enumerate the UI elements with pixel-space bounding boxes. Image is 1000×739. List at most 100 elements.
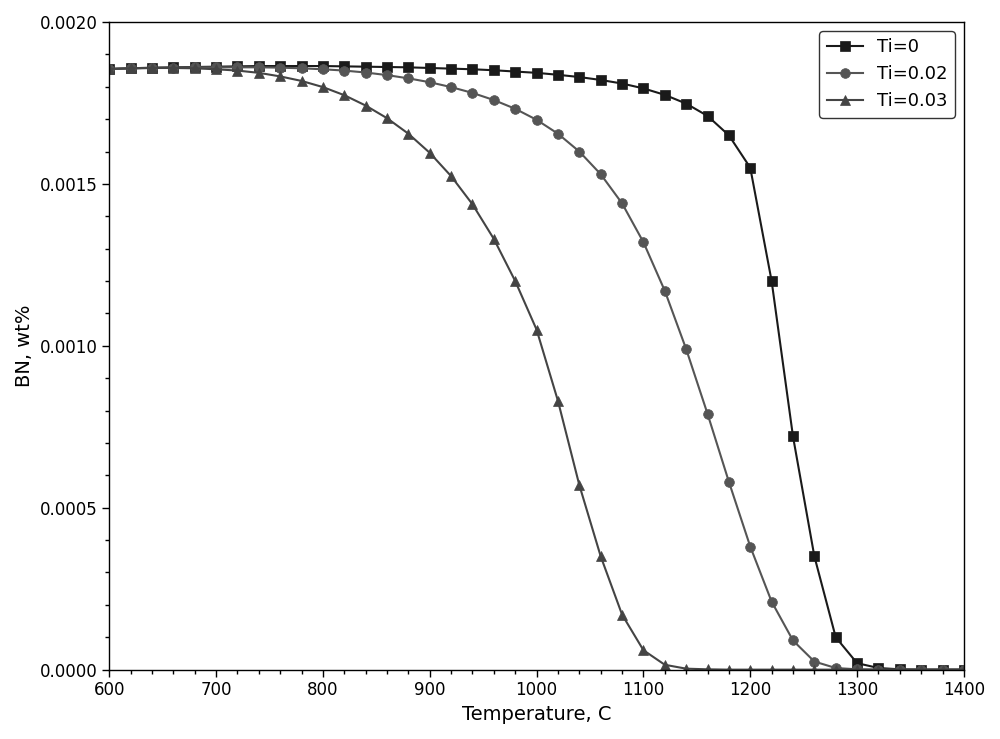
Ti=0.03 [937,665,949,674]
Ti=0.03 [253,69,265,78]
Ti=0.03 [595,552,607,561]
Ti=0.02 [766,597,778,606]
X-axis label: Temperature, C: Temperature, C [462,705,611,724]
Ti=0.03 [274,72,286,81]
Ti=0 [317,61,329,70]
Ti=0.02 [637,238,649,247]
Ti=0.02 [744,542,756,551]
Ti=0.03 [317,83,329,92]
Ti=0 [381,63,393,72]
Ti=0 [402,63,414,72]
Ti=0.02 [937,665,949,674]
Ti=0 [915,665,927,674]
Ti=0 [680,99,692,108]
Ti=0.03 [702,665,714,674]
Ti=0.03 [296,77,308,86]
Ti=0.02 [125,64,137,72]
Ti=0.02 [659,286,671,295]
Ti=0 [338,62,350,71]
Ti=0.03 [616,610,628,619]
Ti=0.03 [723,665,735,674]
Ti=0 [167,63,179,72]
Ti=0 [488,66,500,75]
Ti=0.03 [381,114,393,123]
Ti=0.02 [830,664,842,672]
Ti=0.03 [872,665,884,674]
Ti=0.03 [958,665,970,674]
Ti=0 [872,664,884,672]
Ti=0.02 [808,657,820,666]
Ti=0 [445,64,457,73]
Ti=0.03 [189,64,201,72]
Ti=0.02 [851,665,863,674]
Ti=0 [830,633,842,641]
Ti=0.03 [402,129,414,138]
Ti=0.03 [851,665,863,674]
Y-axis label: BN, wt%: BN, wt% [15,304,34,387]
Ti=0 [808,552,820,561]
Ti=0.02 [573,147,585,156]
Ti=0 [531,69,543,78]
Ti=0.02 [723,477,735,486]
Ti=0.03 [680,664,692,673]
Ti=0 [552,70,564,79]
Ti=0 [702,112,714,120]
Ti=0.03 [338,91,350,100]
Line: Ti=0: Ti=0 [104,61,969,675]
Ti=0 [210,62,222,71]
Ti=0.03 [488,234,500,243]
Ti=0.02 [424,78,436,86]
Ti=0.02 [595,170,607,179]
Line: Ti=0.03: Ti=0.03 [104,63,969,675]
Ti=0.03 [424,149,436,157]
Ti=0.03 [915,665,927,674]
Ti=0 [509,67,521,76]
Legend: Ti=0, Ti=0.02, Ti=0.03: Ti=0, Ti=0.02, Ti=0.03 [819,31,955,118]
Ti=0 [231,62,243,71]
Line: Ti=0.02: Ti=0.02 [104,63,969,675]
Ti=0.02 [146,64,158,72]
Ti=0 [189,63,201,72]
Ti=0.03 [445,171,457,180]
Ti=0 [766,276,778,285]
Ti=0 [723,131,735,140]
Ti=0.03 [744,665,756,674]
Ti=0.02 [531,115,543,124]
Ti=0.03 [787,665,799,674]
Ti=0 [274,61,286,70]
Ti=0.02 [296,64,308,72]
Ti=0 [595,75,607,84]
Ti=0.03 [210,65,222,74]
Ti=0.03 [573,480,585,489]
Ti=0 [937,665,949,674]
Ti=0 [360,62,372,71]
Ti=0.02 [317,65,329,74]
Ti=0.02 [402,74,414,83]
Ti=0.02 [466,89,478,98]
Ti=0 [958,665,970,674]
Ti=0.02 [958,665,970,674]
Ti=0.03 [167,64,179,72]
Ti=0 [787,432,799,441]
Ti=0.03 [894,665,906,674]
Ti=0.02 [488,95,500,104]
Ti=0.02 [253,63,265,72]
Ti=0.03 [659,661,671,670]
Ti=0.03 [146,64,158,72]
Ti=0.03 [766,665,778,674]
Ti=0.02 [210,63,222,72]
Ti=0 [744,163,756,172]
Ti=0.02 [231,63,243,72]
Ti=0.03 [552,396,564,405]
Ti=0 [146,64,158,72]
Ti=0 [616,79,628,88]
Ti=0.03 [808,665,820,674]
Ti=0.03 [103,64,115,73]
Ti=0.03 [830,665,842,674]
Ti=0 [253,61,265,70]
Ti=0 [103,64,115,73]
Ti=0.02 [274,64,286,72]
Ti=0.02 [787,636,799,645]
Ti=0 [125,64,137,72]
Ti=0.02 [509,104,521,113]
